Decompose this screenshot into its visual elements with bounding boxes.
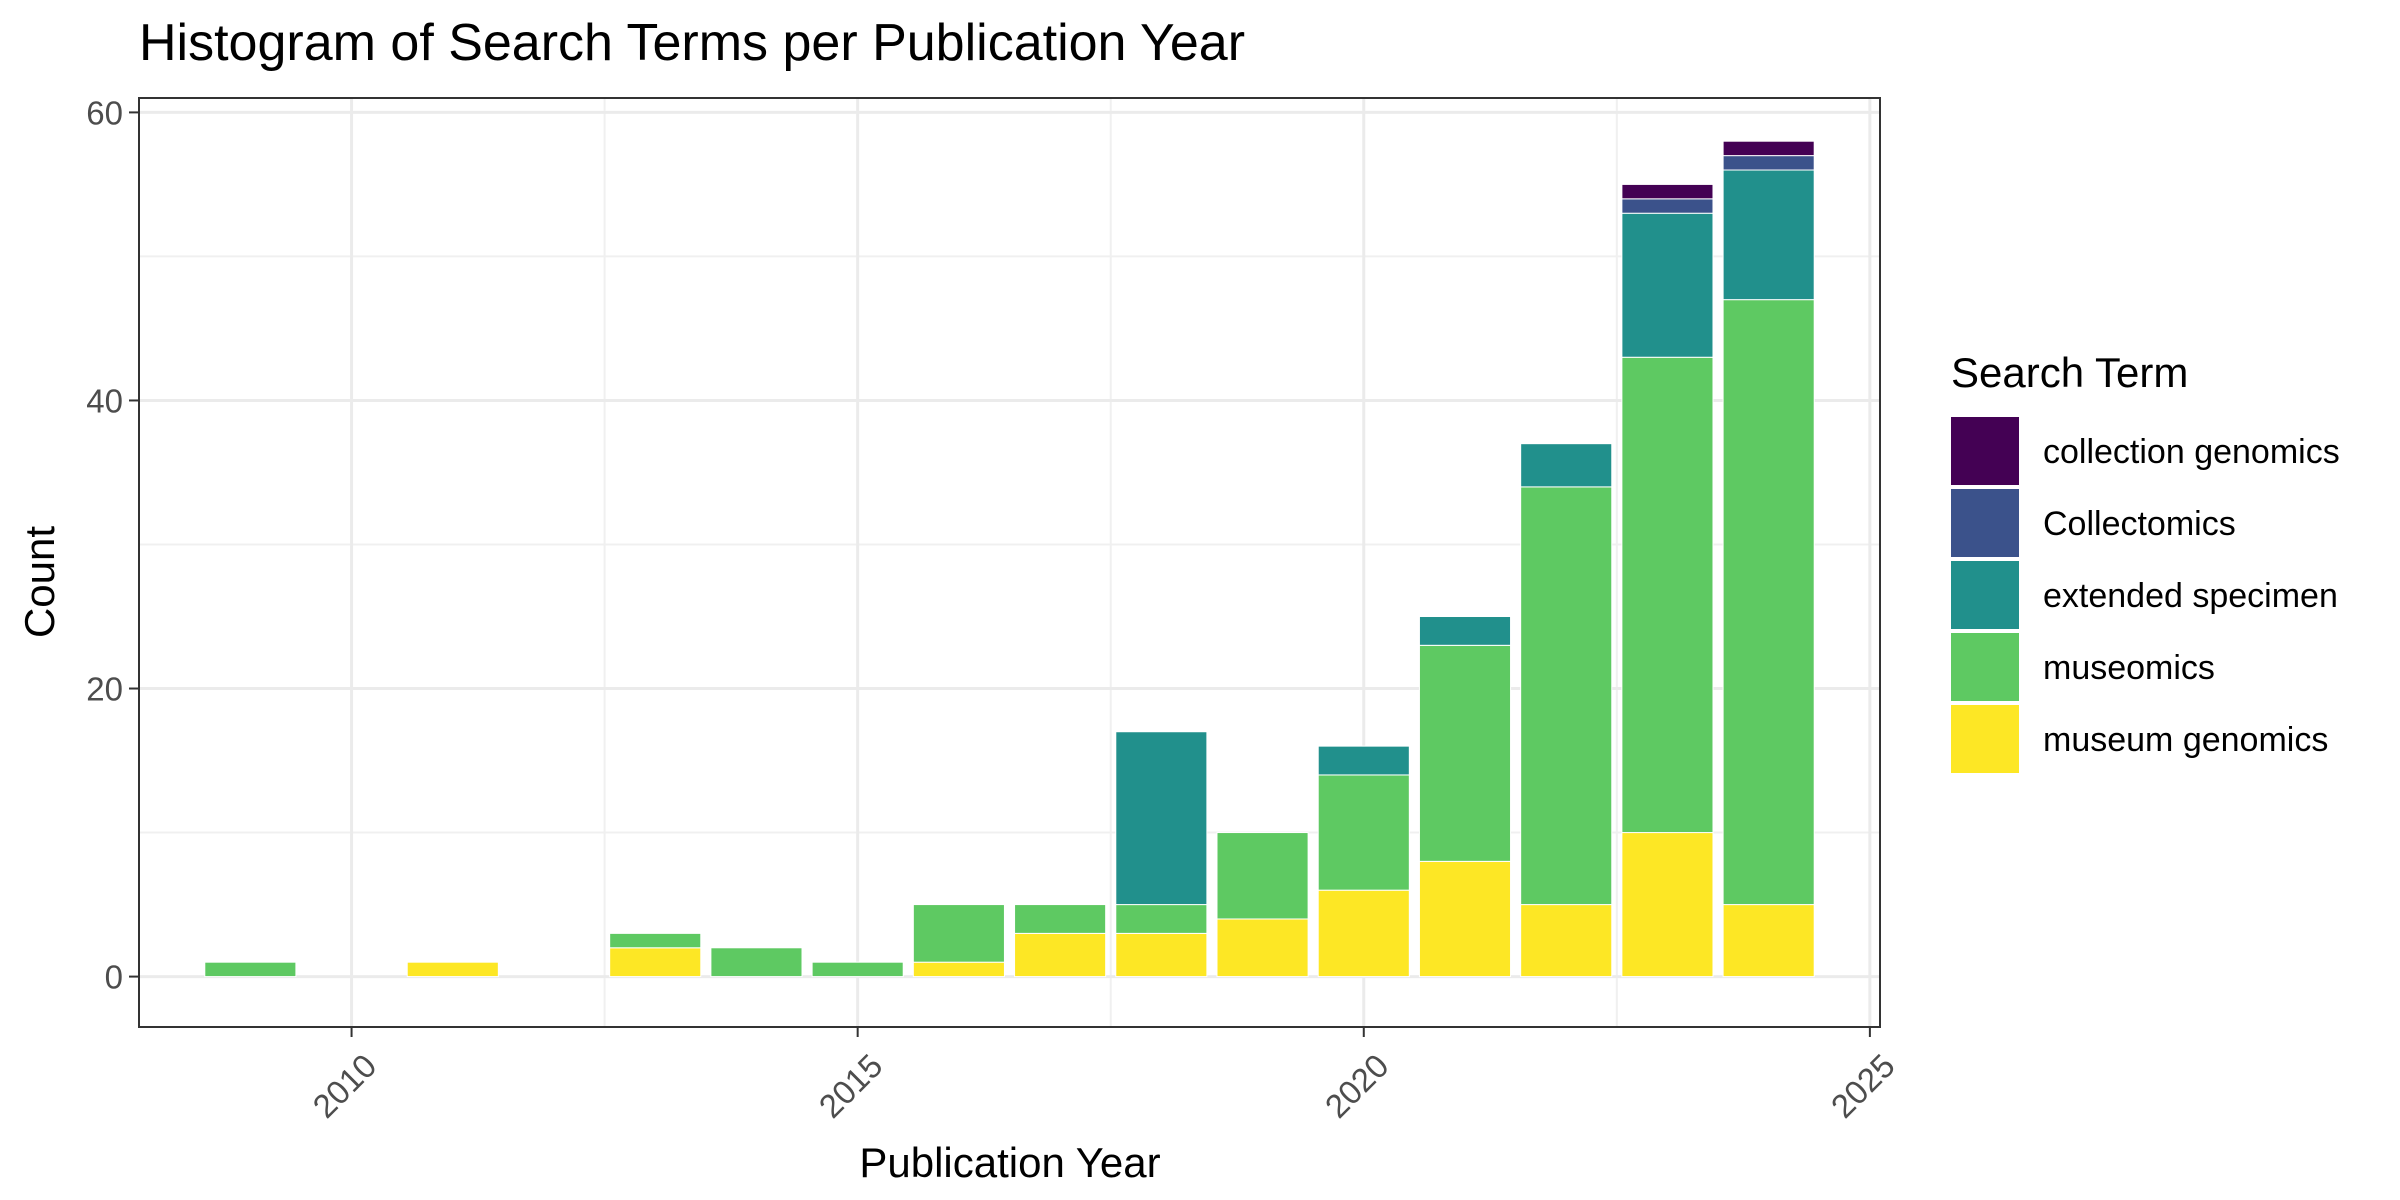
bar-segment [1014,904,1107,934]
legend[interactable]: Search Term collection genomics Collectom… [1951,349,2340,773]
x-tick-label: 2020 [1318,1047,1396,1125]
bar-segment [1317,889,1410,978]
bar-segment [609,947,702,978]
bars [204,140,1815,978]
panel-border [138,97,1881,1028]
legend-key[interactable] [1951,561,2019,629]
bar-segment [1621,356,1714,834]
bar-segment [912,961,1005,978]
y-tick-label: 20 [86,671,123,708]
bar-segment [1520,904,1613,978]
bar-segment [1722,140,1815,157]
y-tick-label: 0 [105,959,123,996]
x-tick-label: 2015 [812,1047,890,1125]
legend-key[interactable] [1951,417,2019,485]
legend-key[interactable] [1951,705,2019,773]
x-axis-title: Publication Year [859,1139,1160,1186]
bar-segment [710,947,803,978]
y-axis-title: Count [16,526,63,638]
bar-segment [1621,183,1714,200]
bar-segment [1418,616,1512,646]
bar-segment [1722,904,1815,978]
legend-label: extended specimen [2043,577,2338,615]
x-tick-label: 2010 [305,1047,383,1125]
legend-label: collection genomics [2043,433,2340,471]
bar-segment [609,932,702,949]
legend-key[interactable] [1951,489,2019,557]
y-tick-label: 60 [86,94,123,131]
bar-segment [1520,443,1613,488]
bar-segment [1621,832,1714,978]
bar-segment [406,961,499,978]
bar-segment [1520,486,1613,906]
chart-title: Histogram of Search Terms per Publicatio… [139,14,1245,72]
bar-segment [1216,918,1309,978]
grid [139,98,1880,1027]
bar-segment [204,961,297,978]
bar-segment [1115,932,1208,978]
y-tick-label: 40 [86,382,123,419]
bar-segment [1722,169,1815,301]
legend-label: museomics [2043,649,2215,687]
bar-segment [1317,774,1410,891]
bar-segment [1722,155,1815,171]
bar-segment [1115,904,1208,934]
bar-segment [912,904,1005,963]
legend-key[interactable] [1951,633,2019,701]
bar-segment [1216,832,1309,920]
bar-segment [1418,644,1512,862]
bar-segment [1418,860,1512,978]
bar-segment [1621,212,1714,358]
legend-title: Search Term [1951,349,2188,396]
plot-panel [139,98,1880,1027]
x-tick-label: 2025 [1824,1047,1902,1125]
bar-segment [1115,731,1208,906]
legend-label: Collectomics [2043,505,2236,543]
bar-segment [1722,299,1815,906]
bar-segment [1014,932,1107,978]
legend-label: museum genomics [2043,721,2328,759]
bar-segment [1621,198,1714,214]
bar-segment [1317,745,1410,776]
bar-segment [811,961,904,978]
